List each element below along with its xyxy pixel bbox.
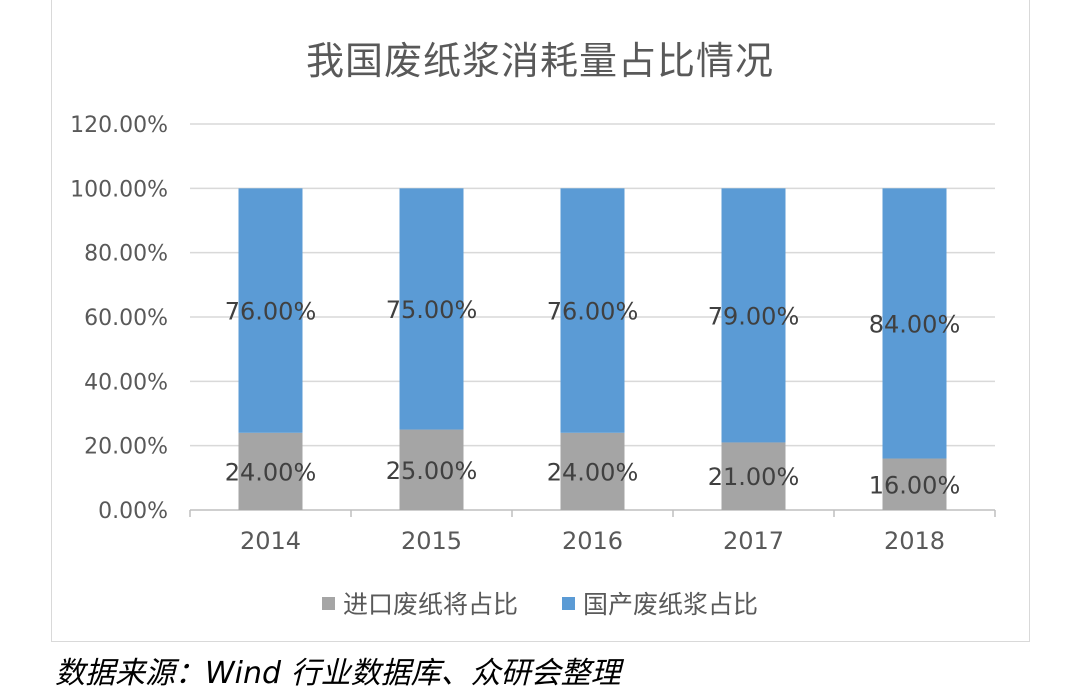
data-label: 79.00%	[708, 302, 800, 330]
x-tick-label: 2017	[723, 527, 784, 555]
data-label: 21.00%	[708, 463, 800, 491]
legend-item-domestic: 国产废纸浆占比	[562, 585, 758, 621]
data-label: 75.00%	[386, 296, 478, 324]
bar-imported	[721, 442, 786, 510]
chart-legend: 进口废纸将占比 国产废纸浆占比	[0, 585, 1080, 621]
legend-swatch-domestic	[562, 596, 575, 610]
bar-domestic	[238, 188, 303, 433]
legend-item-imported: 进口废纸将占比	[321, 585, 518, 621]
x-tick-label: 2015	[401, 527, 462, 555]
legend-label-domestic: 国产废纸浆占比	[583, 590, 759, 619]
y-tick-label: 0.00%	[98, 499, 168, 524]
y-tick-label: 20.00%	[84, 435, 168, 460]
x-tick-label: 2016	[562, 527, 623, 555]
bar-imported	[882, 458, 947, 510]
x-tick-label: 2014	[240, 527, 301, 555]
bar-domestic	[399, 188, 464, 430]
chart-title: 我国废纸浆消耗量占比情况	[305, 39, 774, 83]
bar-imported	[399, 429, 464, 510]
y-tick-label: 40.00%	[84, 370, 168, 395]
data-label: 76.00%	[547, 298, 639, 326]
data-label: 24.00%	[547, 458, 639, 486]
x-tick-label: 2018	[884, 527, 945, 555]
bar-domestic	[560, 188, 625, 433]
bar-domestic	[721, 188, 786, 443]
data-label: 76.00%	[225, 298, 317, 326]
y-tick-label: 120.00%	[70, 113, 168, 138]
data-label: 25.00%	[386, 457, 478, 485]
source-note: 数据来源：Wind 行业数据库、众研会整理	[55, 656, 621, 691]
data-label: 16.00%	[869, 471, 961, 499]
legend-label-imported: 进口废纸将占比	[342, 590, 518, 619]
y-tick-label: 100.00%	[70, 177, 168, 202]
chart-frame	[51, 0, 1030, 642]
data-label: 84.00%	[869, 310, 961, 338]
bar-imported	[238, 432, 303, 510]
legend-swatch-imported	[321, 596, 335, 610]
y-tick-label: 80.00%	[84, 242, 168, 267]
bar-domestic	[882, 188, 947, 459]
bar-imported	[560, 432, 625, 510]
data-label: 24.00%	[225, 458, 317, 486]
y-tick-label: 60.00%	[84, 306, 168, 331]
